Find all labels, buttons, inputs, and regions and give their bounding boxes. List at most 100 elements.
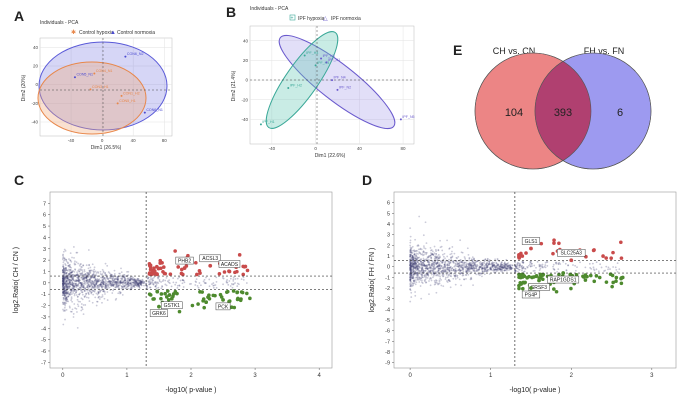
volcano-c-point (141, 281, 144, 283)
volcano-c-point (62, 292, 65, 295)
volcano-c-point (146, 285, 149, 287)
volcano-d-point (409, 239, 412, 242)
volcano-d-point (433, 261, 436, 264)
volcano-c-point (152, 283, 155, 286)
volcano-d-ytick: -8 (385, 350, 390, 356)
volcano-d-point (409, 269, 412, 272)
volcano-d-ytick: 1 (387, 254, 390, 260)
pca-a-ytick: -20 (31, 101, 38, 106)
volcano-c-point (77, 279, 79, 282)
volcano-d-point (409, 248, 412, 251)
volcano-c-point (65, 297, 68, 300)
volcano-d-point (423, 251, 426, 254)
volcano-c-gene-label: ACSL3 (202, 256, 218, 262)
volcano-c-down-point (159, 292, 164, 296)
volcano-c-point (85, 276, 88, 279)
volcano-c-point (80, 284, 83, 287)
volcano-c-point (88, 281, 91, 283)
volcano-c-point (108, 272, 111, 275)
volcano-c-point (116, 284, 119, 287)
volcano-c-down-point (202, 305, 206, 310)
volcano-d-point (476, 270, 478, 273)
volcano-c-point (62, 277, 65, 279)
volcano-d-point (413, 263, 415, 266)
volcano-c-point (61, 269, 64, 272)
pca-b-ylabel: Dim2 (21.4%) (231, 70, 237, 101)
volcano-c-point (136, 284, 138, 287)
volcano-c-point (95, 281, 98, 283)
volcano-c-point (87, 280, 90, 283)
volcano-c-point (97, 296, 100, 299)
volcano-c-point (178, 276, 181, 279)
volcano-d-point (434, 270, 436, 273)
volcano-d-point (554, 261, 557, 264)
volcano-d-point (413, 263, 416, 265)
pca-b-ytick: 0 (245, 78, 248, 83)
volcano-c-point (80, 303, 83, 305)
volcano-c-point (62, 290, 65, 293)
volcano-c-point (93, 266, 96, 269)
pca-b-point (287, 86, 290, 89)
pca-a-point (116, 102, 119, 105)
volcano-c-point (138, 284, 141, 287)
volcano-c-point (76, 276, 79, 279)
volcano-c-point (62, 271, 65, 273)
volcano-d-point (435, 253, 438, 255)
volcano-d-point (607, 268, 609, 271)
volcano-c-point (84, 276, 87, 279)
volcano-c-point (240, 278, 243, 280)
volcano-d-point (428, 261, 430, 264)
volcano-c-ytick: 5 (43, 224, 46, 230)
volcano-c-point (104, 279, 107, 282)
volcano-d-point (472, 266, 475, 268)
volcano-c-point (103, 276, 106, 279)
volcano-c-point (89, 278, 91, 281)
volcano-d-point (455, 265, 458, 267)
volcano-c-point (81, 289, 83, 292)
volcano-c-point (80, 283, 83, 286)
volcano-c-point (63, 294, 66, 297)
volcano-d-point (501, 269, 504, 272)
pca-b-point (303, 54, 306, 57)
volcano-d-point (413, 260, 415, 263)
volcano-c-point (120, 285, 123, 287)
volcano-d-point (480, 266, 482, 268)
volcano-d-point (420, 262, 422, 264)
volcano-c-point (63, 267, 65, 270)
volcano-d-point (411, 285, 414, 287)
volcano-d-point (458, 261, 461, 264)
volcano-c-point (62, 280, 65, 283)
volcano-d-point (448, 280, 451, 282)
volcano-c-point (107, 278, 109, 281)
volcano-c-point (74, 284, 77, 287)
volcano-c-point (85, 276, 88, 279)
volcano-c-point (73, 289, 76, 292)
volcano-c-point (134, 281, 137, 283)
volcano-d-point (431, 250, 434, 253)
volcano-c-point (68, 281, 71, 283)
volcano-d-point (414, 262, 417, 264)
volcano-c-point (104, 286, 106, 289)
volcano-c-point (123, 274, 126, 276)
volcano-c-point (82, 286, 85, 289)
volcano-c-point (127, 283, 130, 286)
volcano-c-point (73, 284, 76, 287)
volcano-d-point (409, 263, 412, 266)
volcano-d-point (409, 278, 412, 281)
volcano-d-point (438, 268, 441, 270)
volcano-c-point (61, 294, 64, 297)
volcano-d-point (416, 250, 418, 252)
volcano-c-point (67, 295, 70, 298)
volcano-d-point (464, 265, 467, 268)
volcano-c-point (85, 276, 88, 279)
volcano-d-point (600, 266, 603, 269)
volcano-c-point (62, 278, 65, 280)
volcano-c-point (88, 274, 91, 277)
pca-a-xtick: 80 (162, 138, 168, 143)
volcano-c-point (67, 264, 70, 267)
legend-ipf-normoxia: IPF normoxia (331, 16, 361, 22)
volcano-d-xtick: 3 (650, 373, 654, 379)
volcano-c-point (108, 277, 111, 280)
volcano-c-point (129, 287, 132, 290)
volcano-c-point (78, 276, 80, 279)
